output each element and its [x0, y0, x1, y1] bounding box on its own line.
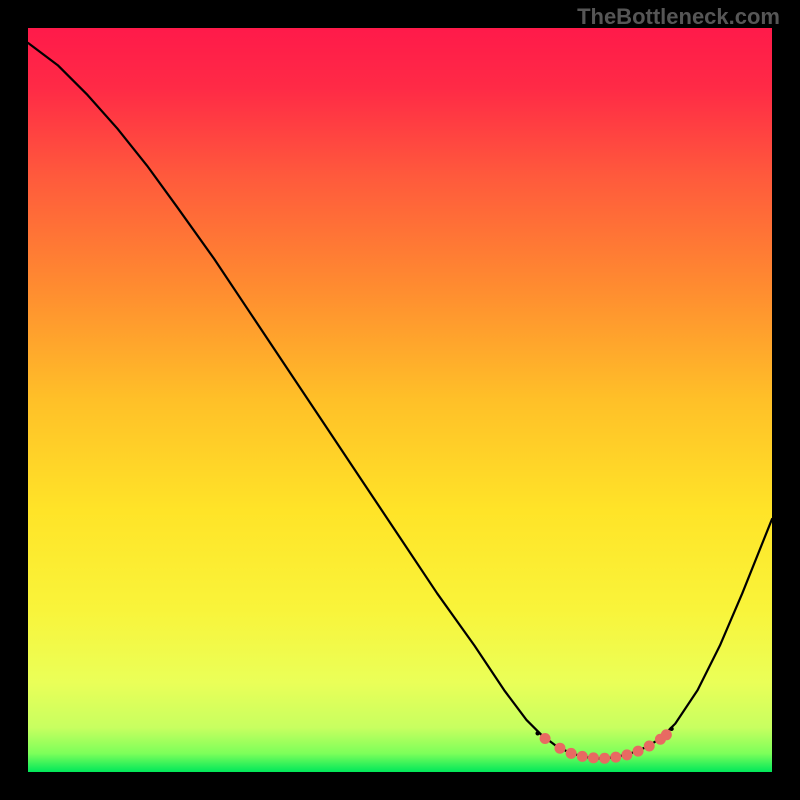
- plot-background: [28, 28, 772, 772]
- bottleneck-chart: [0, 0, 800, 800]
- chart-frame: TheBottleneck.com: [0, 0, 800, 800]
